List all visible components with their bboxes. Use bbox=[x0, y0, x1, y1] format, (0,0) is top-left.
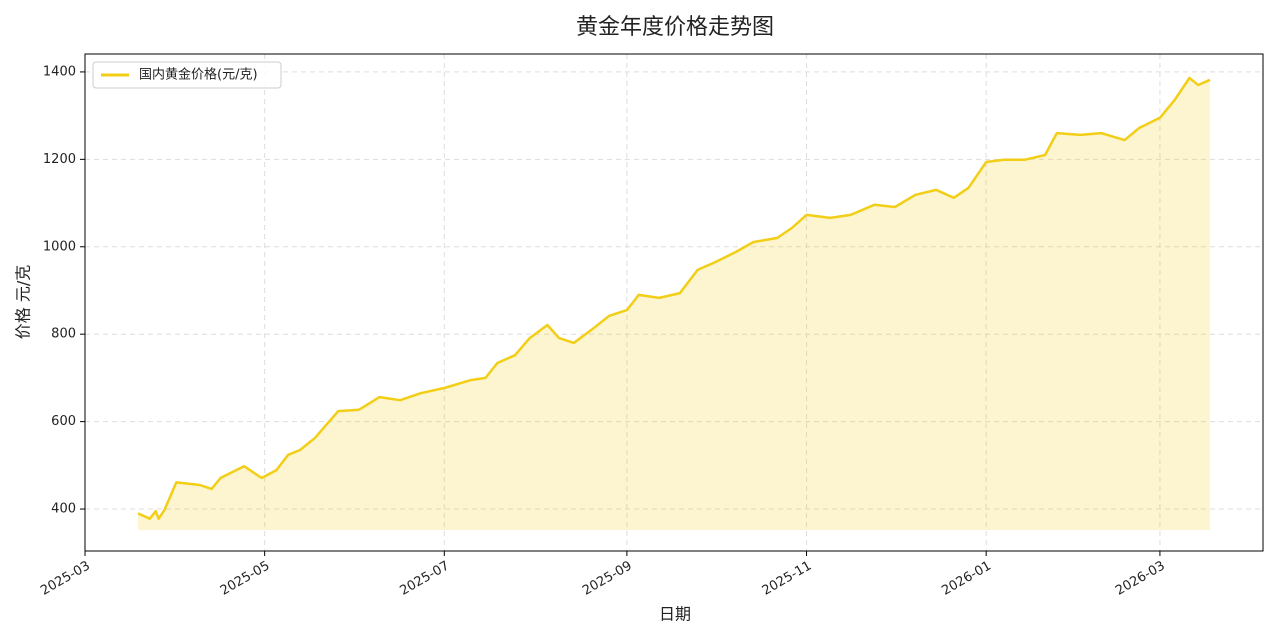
y-tick-label: 1000 bbox=[43, 239, 76, 254]
y-tick-label: 800 bbox=[51, 327, 76, 342]
legend: 国内黄金价格(元/克) bbox=[92, 61, 282, 89]
y-tick-label: 600 bbox=[51, 414, 76, 429]
x-tick-label: 2025-03 bbox=[38, 559, 93, 599]
x-tick-label: 2025-07 bbox=[397, 559, 452, 599]
line bbox=[137, 76, 1211, 520]
y-tick-label: 400 bbox=[51, 502, 76, 517]
y-axis-label: 价格 元/克 bbox=[14, 265, 33, 339]
x-tick-label: 2025-05 bbox=[218, 559, 273, 599]
x-tick-label: 2025-09 bbox=[580, 559, 635, 599]
x-tick-label: 2026-03 bbox=[1113, 559, 1168, 599]
legend-label: 国内黄金价格(元/克) bbox=[139, 67, 258, 83]
x-axis-label: 日期 bbox=[659, 605, 691, 624]
x-tick-label: 2025-11 bbox=[760, 559, 815, 599]
plot-frame bbox=[84, 53, 1264, 552]
legend-box bbox=[92, 61, 282, 89]
area bbox=[138, 78, 1210, 531]
y-tick-label: 1400 bbox=[43, 64, 76, 79]
x-tick-label: 2026-01 bbox=[939, 559, 994, 599]
chart-title: 黄金年度价格走势图 bbox=[576, 15, 774, 40]
y-tick-label: 1200 bbox=[43, 152, 76, 167]
